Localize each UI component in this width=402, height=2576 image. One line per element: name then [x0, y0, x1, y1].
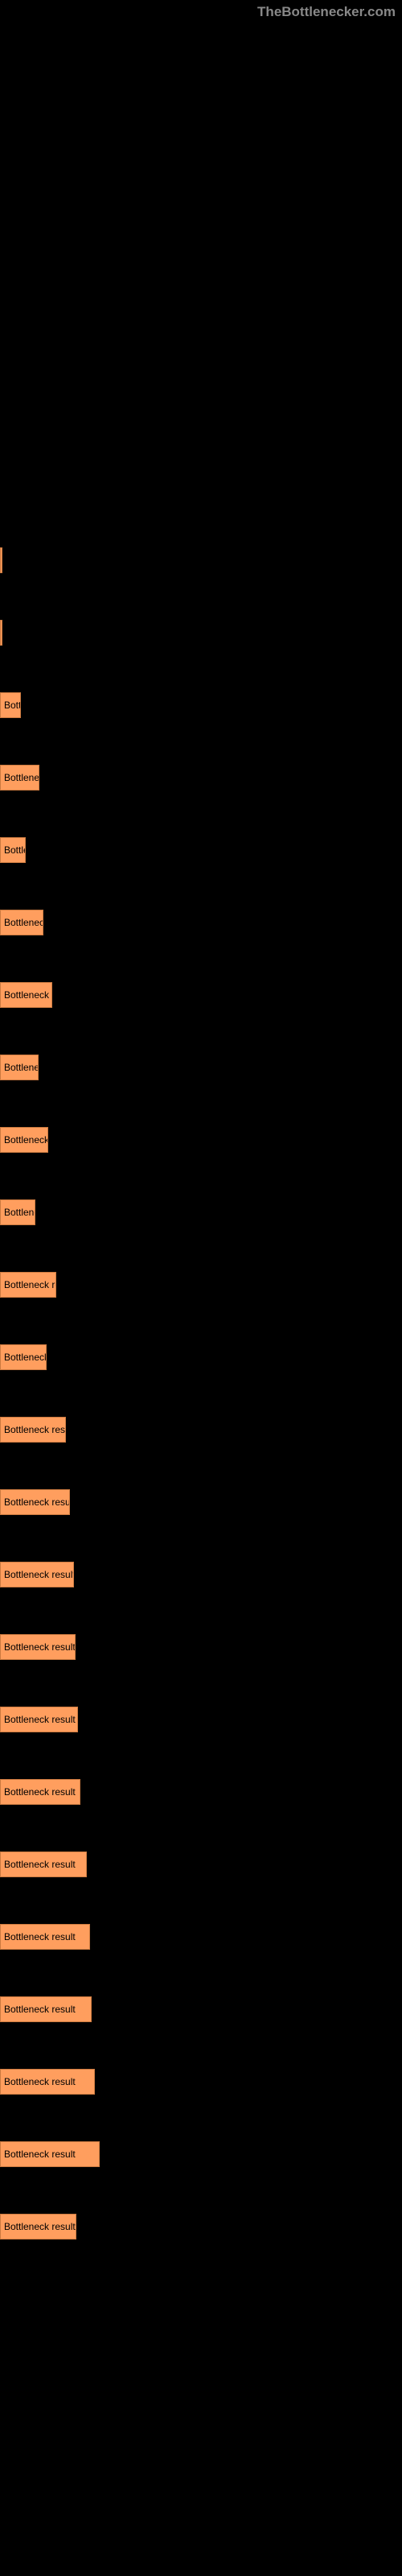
bar-row: Bottleneck: [0, 1055, 402, 1080]
chart-bar: Bottleneck r: [0, 910, 43, 935]
chart-bar: Bottleneck result: [0, 1417, 66, 1443]
bar-row: Bottlen: [0, 837, 402, 863]
chart-bar: Bottle: [0, 692, 21, 718]
bar-row: Bottleneck result: [0, 1489, 402, 1515]
bar-row: Bottleneck result: [0, 1779, 402, 1805]
bar-row: [0, 547, 402, 573]
bar-row: Bottleneck result: [0, 1634, 402, 1660]
chart-bar: Bottleneck resu: [0, 1272, 56, 1298]
bar-row: Bottlenec: [0, 1199, 402, 1225]
bar-row: Bottleneck result: [0, 1996, 402, 2022]
chart-bar: Bottleneck result: [0, 1852, 87, 1877]
bar-row: [0, 620, 402, 646]
chart-bar: Bottleneck: [0, 1055, 39, 1080]
chart-bar: Bottleneck result: [0, 2214, 76, 2240]
chart-bar: Bottleneck result: [0, 1489, 70, 1515]
chart-bar: Bottleneck res: [0, 982, 52, 1008]
chart-bar: [0, 620, 2, 646]
chart-bar: Bottleneck result: [0, 1562, 74, 1587]
bar-row: Bottleneck result: [0, 1562, 402, 1587]
chart-bar: [0, 547, 2, 573]
chart-bar: Bottleneck result: [0, 1779, 80, 1805]
bar-row: Bottleneck r: [0, 1344, 402, 1370]
watermark-text: TheBottlenecker.com: [257, 4, 396, 20]
chart-bar: Bottleneck result: [0, 1707, 78, 1732]
chart-bar: Bottleneck r: [0, 1344, 47, 1370]
bar-row: Bottleneck resu: [0, 1272, 402, 1298]
bar-row: Bottleneck result: [0, 1707, 402, 1732]
bar-row: Bottleneck result: [0, 2214, 402, 2240]
bar-row: Bottleneck r: [0, 910, 402, 935]
chart-bar: Bottlen: [0, 837, 26, 863]
bar-row: Bottleneck re: [0, 1127, 402, 1153]
chart-bar: Bottlenec: [0, 1199, 35, 1225]
chart-bar: Bottleneck result: [0, 2141, 100, 2167]
chart-bar: Bottleneck result: [0, 1924, 90, 1950]
bar-row: Bottleneck: [0, 765, 402, 791]
chart-bar: Bottleneck re: [0, 1127, 48, 1153]
chart-bar: Bottleneck: [0, 765, 39, 791]
bar-row: Bottleneck result: [0, 1852, 402, 1877]
bar-row: Bottleneck res: [0, 982, 402, 1008]
bar-row: Bottleneck result: [0, 2141, 402, 2167]
bar-row: Bottle: [0, 692, 402, 718]
bar-chart: Bottle Bottleneck Bottlen Bottleneck r Bottl…: [0, 0, 402, 2240]
bar-row: Bottleneck result: [0, 1924, 402, 1950]
chart-bar: Bottleneck result: [0, 1996, 92, 2022]
chart-bar: Bottleneck result: [0, 2069, 95, 2095]
bar-row: Bottleneck result: [0, 2069, 402, 2095]
chart-bar: Bottleneck result: [0, 1634, 76, 1660]
bar-row: Bottleneck result: [0, 1417, 402, 1443]
